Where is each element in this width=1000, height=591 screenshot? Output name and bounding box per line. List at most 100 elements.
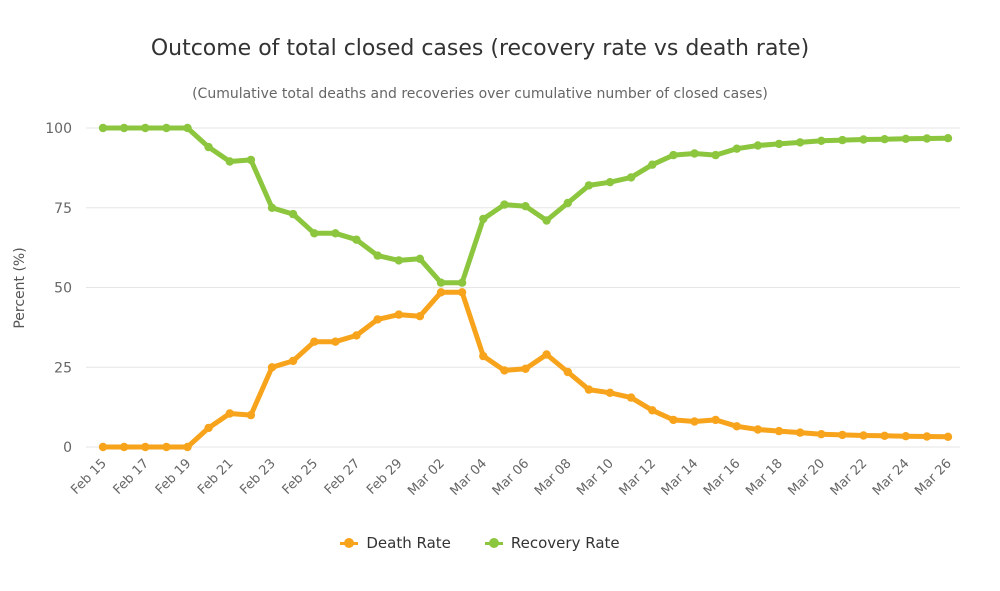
point-recovery-rate-mar-19[interactable] xyxy=(795,138,805,147)
point-death-rate-mar-07[interactable] xyxy=(542,350,551,359)
point-death-rate-mar-15[interactable] xyxy=(711,415,720,425)
point-death-rate-mar-09[interactable] xyxy=(584,385,594,394)
point-death-rate-mar-05[interactable] xyxy=(500,366,509,375)
point-recovery-rate-mar-03[interactable] xyxy=(457,278,467,287)
point-recovery-rate-feb-20[interactable] xyxy=(204,142,213,152)
point-recovery-rate-feb-18[interactable] xyxy=(162,123,171,133)
point-death-rate-mar-04[interactable] xyxy=(479,351,488,361)
point-recovery-rate-mar-25[interactable] xyxy=(922,134,932,143)
point-death-rate-feb-26[interactable] xyxy=(331,337,340,346)
x-tick-label-feb-21: Feb 21 xyxy=(195,456,237,498)
point-death-rate-mar-03[interactable] xyxy=(457,288,467,297)
point-death-rate-mar-21[interactable] xyxy=(838,430,847,440)
point-death-rate-mar-20[interactable] xyxy=(817,430,826,439)
point-recovery-rate-feb-16[interactable] xyxy=(119,123,129,133)
point-recovery-rate-feb-17[interactable] xyxy=(141,123,150,133)
point-recovery-rate-feb-26[interactable] xyxy=(331,229,340,238)
x-tick-label-mar-22: Mar 22 xyxy=(828,456,871,499)
point-recovery-rate-mar-01[interactable] xyxy=(415,254,425,263)
point-recovery-rate-mar-22[interactable] xyxy=(859,135,868,144)
point-recovery-rate-mar-07[interactable] xyxy=(542,216,551,225)
point-death-rate-mar-14[interactable] xyxy=(690,417,699,426)
point-recovery-rate-mar-04[interactable] xyxy=(479,214,488,224)
point-recovery-rate-mar-05[interactable] xyxy=(500,200,509,209)
point-recovery-rate-mar-02[interactable] xyxy=(436,278,446,287)
point-recovery-rate-mar-10[interactable] xyxy=(605,178,615,187)
point-death-rate-mar-23[interactable] xyxy=(880,431,889,440)
x-tick-label-feb-19: Feb 19 xyxy=(153,456,195,498)
point-death-rate-mar-25[interactable] xyxy=(922,432,932,441)
series-recovery-rate xyxy=(98,123,953,287)
point-recovery-rate-mar-23[interactable] xyxy=(880,135,889,144)
series-layer xyxy=(98,123,953,452)
point-recovery-rate-mar-11[interactable] xyxy=(626,173,636,182)
point-death-rate-mar-10[interactable] xyxy=(605,388,615,397)
point-death-rate-mar-11[interactable] xyxy=(626,393,636,402)
x-tick-label-mar-06: Mar 06 xyxy=(490,456,533,499)
point-recovery-rate-feb-27[interactable] xyxy=(352,235,361,244)
point-recovery-rate-mar-16[interactable] xyxy=(732,144,741,153)
x-tick-label-mar-08: Mar 08 xyxy=(532,456,575,499)
point-death-rate-feb-23[interactable] xyxy=(267,363,277,372)
point-recovery-rate-feb-24[interactable] xyxy=(288,209,298,219)
point-death-rate-feb-25[interactable] xyxy=(310,337,319,346)
point-death-rate-mar-19[interactable] xyxy=(795,428,805,437)
point-recovery-rate-mar-20[interactable] xyxy=(817,136,826,145)
point-death-rate-feb-20[interactable] xyxy=(204,423,213,433)
point-death-rate-mar-12[interactable] xyxy=(648,406,657,415)
x-tick-label-mar-24: Mar 24 xyxy=(870,456,913,499)
point-recovery-rate-feb-25[interactable] xyxy=(310,229,319,238)
point-death-rate-mar-06[interactable] xyxy=(521,364,530,373)
point-recovery-rate-mar-14[interactable] xyxy=(690,149,699,158)
x-tick-label-mar-16: Mar 16 xyxy=(701,456,744,499)
legend-marker-death-rate xyxy=(340,537,359,549)
point-death-rate-mar-16[interactable] xyxy=(732,422,741,431)
point-recovery-rate-feb-29[interactable] xyxy=(394,256,403,265)
point-recovery-rate-feb-19[interactable] xyxy=(183,123,192,133)
y-tick-label-100: 100 xyxy=(45,121,72,137)
point-death-rate-feb-18[interactable] xyxy=(162,442,171,452)
point-death-rate-feb-16[interactable] xyxy=(119,442,129,452)
point-death-rate-feb-27[interactable] xyxy=(352,331,361,340)
point-death-rate-feb-19[interactable] xyxy=(183,442,192,452)
point-death-rate-feb-15[interactable] xyxy=(98,442,108,452)
point-recovery-rate-mar-26[interactable] xyxy=(943,134,953,143)
gridlines xyxy=(86,127,960,448)
point-death-rate-mar-13[interactable] xyxy=(669,415,678,425)
point-death-rate-mar-26[interactable] xyxy=(943,432,953,441)
point-death-rate-feb-22[interactable] xyxy=(246,410,256,420)
point-death-rate-mar-01[interactable] xyxy=(415,312,425,321)
point-recovery-rate-mar-24[interactable] xyxy=(901,134,910,143)
legend-item-recovery-rate[interactable]: Recovery Rate xyxy=(484,534,620,552)
x-tick-label-mar-20: Mar 20 xyxy=(786,456,829,499)
point-recovery-rate-mar-13[interactable] xyxy=(669,150,678,160)
point-death-rate-mar-18[interactable] xyxy=(774,426,784,436)
point-death-rate-mar-02[interactable] xyxy=(436,288,446,297)
point-recovery-rate-mar-08[interactable] xyxy=(563,198,572,208)
point-death-rate-mar-22[interactable] xyxy=(859,431,868,440)
point-death-rate-feb-17[interactable] xyxy=(141,442,150,452)
point-death-rate-mar-08[interactable] xyxy=(563,367,572,377)
legend-marker-recovery-rate xyxy=(484,537,503,549)
point-death-rate-feb-29[interactable] xyxy=(394,310,403,319)
point-recovery-rate-mar-21[interactable] xyxy=(838,135,847,145)
point-death-rate-feb-28[interactable] xyxy=(373,315,382,324)
legend-item-death-rate[interactable]: Death Rate xyxy=(340,534,451,552)
point-recovery-rate-mar-17[interactable] xyxy=(753,141,763,150)
point-death-rate-mar-17[interactable] xyxy=(753,425,763,434)
point-recovery-rate-mar-09[interactable] xyxy=(584,181,594,190)
point-recovery-rate-mar-06[interactable] xyxy=(521,202,530,211)
point-recovery-rate-mar-18[interactable] xyxy=(774,139,784,149)
point-recovery-rate-mar-15[interactable] xyxy=(711,150,720,160)
point-recovery-rate-feb-22[interactable] xyxy=(246,155,256,165)
point-recovery-rate-feb-21[interactable] xyxy=(225,157,234,166)
point-death-rate-feb-21[interactable] xyxy=(225,409,234,418)
point-death-rate-feb-24[interactable] xyxy=(288,356,298,366)
point-recovery-rate-feb-28[interactable] xyxy=(373,251,382,260)
point-death-rate-mar-24[interactable] xyxy=(901,432,910,441)
point-recovery-rate-feb-23[interactable] xyxy=(267,203,277,212)
chart-subtitle: (Cumulative total deaths and recoveries … xyxy=(192,86,768,102)
point-recovery-rate-mar-12[interactable] xyxy=(648,160,657,169)
point-recovery-rate-feb-15[interactable] xyxy=(98,123,108,133)
